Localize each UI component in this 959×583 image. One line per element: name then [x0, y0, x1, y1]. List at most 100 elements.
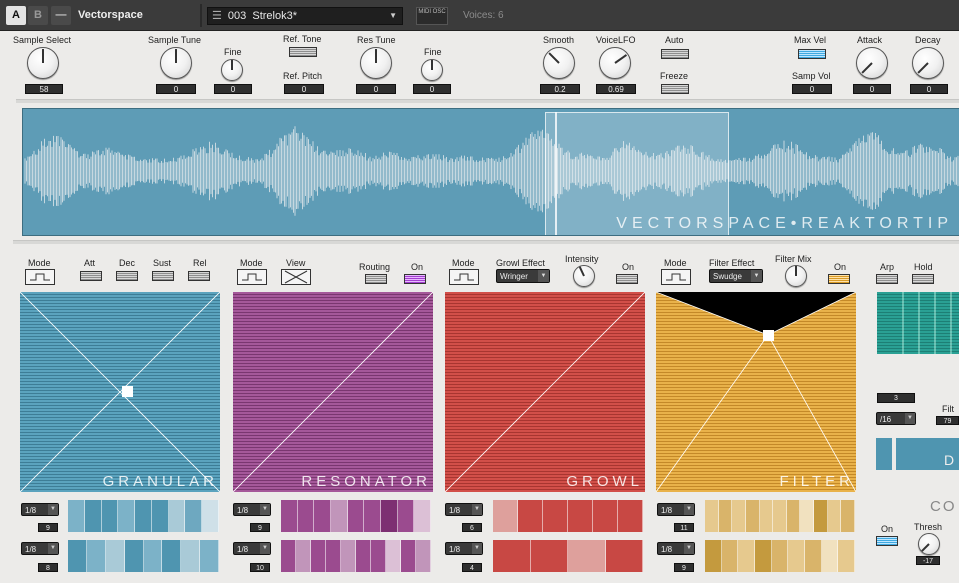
- granular-steps-1[interactable]: 9: [38, 523, 58, 532]
- step-cell[interactable]: [719, 500, 733, 532]
- arp-step-grid[interactable]: [877, 292, 959, 354]
- step-cell[interactable]: [401, 540, 416, 572]
- step-cell[interactable]: [531, 540, 569, 572]
- auto-toggle[interactable]: [661, 49, 689, 59]
- res-tune-knob[interactable]: [360, 47, 392, 79]
- freeze-toggle[interactable]: [661, 84, 689, 94]
- step-cell[interactable]: [618, 500, 643, 532]
- step-cell[interactable]: [202, 500, 219, 532]
- step-cell[interactable]: [800, 500, 814, 532]
- step-cell[interactable]: [106, 540, 125, 572]
- waveform-display[interactable]: VECTORSPACE•REAKTORTIP: [22, 108, 959, 236]
- filter-rate-select-1[interactable]: 1/8 ▼: [657, 503, 695, 516]
- step-cell[interactable]: [68, 540, 87, 572]
- voice-lfo-knob[interactable]: [599, 47, 631, 79]
- step-cell[interactable]: [705, 540, 722, 572]
- step-cell[interactable]: [85, 500, 102, 532]
- decay-knob[interactable]: [912, 47, 944, 79]
- arp-rate-select[interactable]: /16 ▼: [876, 412, 916, 425]
- fine-value-2[interactable]: 0: [413, 84, 451, 94]
- minimize-button[interactable]: —: [51, 6, 71, 25]
- step-cell[interactable]: [371, 540, 386, 572]
- arp-toggle[interactable]: [876, 274, 898, 284]
- fine-knob-2[interactable]: [421, 59, 443, 81]
- sample-select-knob[interactable]: [27, 47, 59, 79]
- step-cell[interactable]: [281, 540, 296, 572]
- instance-a-button[interactable]: A: [6, 6, 26, 25]
- step-cell[interactable]: [787, 500, 801, 532]
- step-cell[interactable]: [838, 540, 855, 572]
- filt-value[interactable]: 79: [936, 416, 959, 425]
- step-cell[interactable]: [162, 540, 181, 572]
- filter-mode-button[interactable]: [661, 269, 691, 285]
- step-cell[interactable]: [738, 540, 755, 572]
- ref-pitch-value[interactable]: 0: [284, 84, 324, 94]
- filter-xy-pad[interactable]: FILTER: [656, 292, 856, 492]
- ref-tone-toggle[interactable]: [289, 47, 317, 57]
- filter-step-seq-1[interactable]: [705, 500, 855, 532]
- growl-step-seq-1[interactable]: [493, 500, 643, 532]
- growl-effect-dropdown[interactable]: Wringer ▼: [496, 269, 550, 283]
- preset-selector[interactable]: ☰ 003 Strelok3* ▼: [207, 7, 403, 25]
- sample-tune-knob[interactable]: [160, 47, 192, 79]
- step-cell[interactable]: [200, 540, 219, 572]
- step-cell[interactable]: [87, 540, 106, 572]
- step-cell[interactable]: [788, 540, 805, 572]
- filter-steps-2[interactable]: 9: [674, 563, 694, 572]
- step-cell[interactable]: [593, 500, 618, 532]
- step-cell[interactable]: [493, 540, 531, 572]
- rel-toggle[interactable]: [188, 271, 210, 281]
- samp-vol-value[interactable]: 0: [792, 84, 832, 94]
- view-button[interactable]: [281, 269, 311, 285]
- hold-toggle[interactable]: [912, 274, 934, 284]
- resonator-mode-button[interactable]: [237, 269, 267, 285]
- step-cell[interactable]: [298, 500, 315, 532]
- sample-tune-value[interactable]: 0: [156, 84, 196, 94]
- fine-knob[interactable]: [221, 59, 243, 81]
- att-toggle[interactable]: [80, 271, 102, 281]
- resonator-steps-2[interactable]: 10: [250, 563, 270, 572]
- step-cell[interactable]: [181, 540, 200, 572]
- step-cell[interactable]: [118, 500, 135, 532]
- thresh-value[interactable]: -17: [916, 556, 940, 565]
- max-vel-toggle[interactable]: [798, 49, 826, 59]
- step-cell[interactable]: [416, 540, 431, 572]
- filter-on-toggle[interactable]: [828, 274, 850, 284]
- step-cell[interactable]: [281, 500, 298, 532]
- thresh-knob[interactable]: [918, 533, 940, 555]
- region-start-handle[interactable]: [555, 112, 557, 236]
- comp-on-toggle[interactable]: [876, 536, 898, 546]
- step-cell[interactable]: [169, 500, 186, 532]
- growl-steps-2[interactable]: 4: [462, 563, 482, 572]
- smooth-knob[interactable]: [543, 47, 575, 79]
- step-cell[interactable]: [805, 540, 822, 572]
- step-cell[interactable]: [773, 500, 787, 532]
- routing-toggle[interactable]: [365, 274, 387, 284]
- step-cell[interactable]: [356, 540, 371, 572]
- step-cell[interactable]: [722, 540, 739, 572]
- step-cell[interactable]: [828, 500, 842, 532]
- filter-rate-select-2[interactable]: 1/8 ▼: [657, 542, 695, 555]
- step-cell[interactable]: [822, 540, 839, 572]
- midi-osc-indicator[interactable]: MIDI OSC: [416, 7, 448, 25]
- sample-select-value[interactable]: 58: [25, 84, 63, 94]
- growl-rate-select-2[interactable]: 1/8 ▼: [445, 542, 483, 555]
- step-cell[interactable]: [386, 540, 401, 572]
- granular-steps-2[interactable]: 8: [38, 563, 58, 572]
- dec-toggle[interactable]: [116, 271, 138, 281]
- growl-step-seq-2[interactable]: [493, 540, 643, 572]
- step-cell[interactable]: [568, 540, 606, 572]
- voice-lfo-value[interactable]: 0.69: [596, 84, 636, 94]
- step-cell[interactable]: [760, 500, 774, 532]
- step-cell[interactable]: [606, 540, 644, 572]
- resonator-rate-select-1[interactable]: 1/8 ▼: [233, 503, 271, 516]
- step-cell[interactable]: [364, 500, 381, 532]
- resonator-steps-1[interactable]: 9: [250, 523, 270, 532]
- smooth-value[interactable]: 0.2: [540, 84, 580, 94]
- arp-bar-d[interactable]: D: [896, 438, 959, 470]
- filter-effect-dropdown[interactable]: Swudge ▼: [709, 269, 763, 283]
- decay-value[interactable]: 0: [910, 84, 948, 94]
- step-cell[interactable]: [152, 500, 169, 532]
- step-cell[interactable]: [68, 500, 85, 532]
- step-cell[interactable]: [331, 500, 348, 532]
